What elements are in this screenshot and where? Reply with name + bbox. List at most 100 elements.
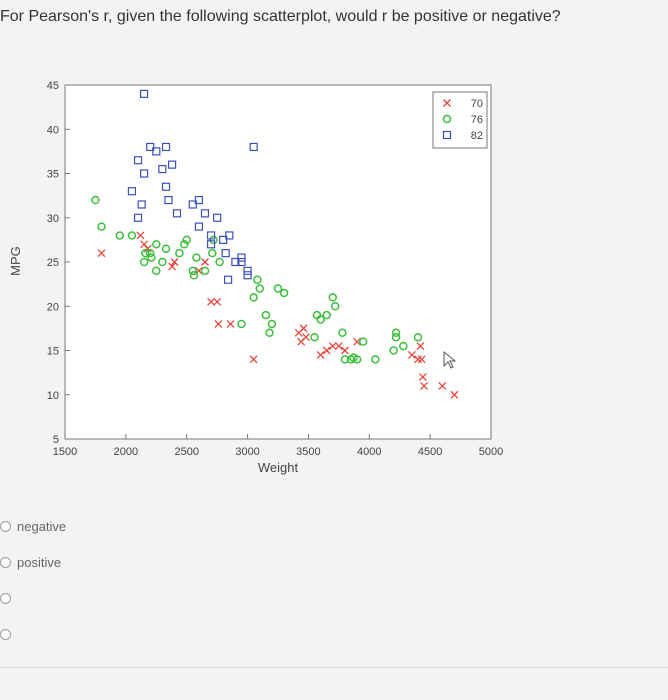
- data-point-76: [180, 240, 189, 249]
- data-point-82: [168, 160, 177, 169]
- data-point-76: [391, 328, 401, 338]
- data-point-76: [389, 346, 398, 355]
- data-point-76: [182, 235, 191, 245]
- data-point-82: [194, 195, 203, 205]
- data-point-82: [237, 253, 246, 262]
- data-point-76: [175, 248, 184, 258]
- y-axis-label: MPG: [8, 246, 23, 276]
- data-point-76: [261, 310, 271, 320]
- data-point-82: [221, 249, 230, 258]
- data-point-82: [140, 169, 149, 178]
- data-point-82: [225, 231, 234, 240]
- data-point-82: [219, 235, 228, 244]
- radio-button-icon[interactable]: [0, 628, 11, 640]
- data-point-70: [143, 244, 152, 253]
- plot-area: [64, 84, 492, 440]
- data-point-70: [136, 231, 145, 240]
- data-point-76: [147, 253, 156, 262]
- data-point-76: [338, 328, 347, 338]
- answer-option-positive[interactable]: positive: [0, 551, 61, 573]
- x-tick-label: 2500: [174, 446, 198, 458]
- data-point-76: [145, 248, 155, 258]
- data-point-76: [97, 222, 106, 231]
- data-point-82: [127, 187, 137, 196]
- legend-marker-76: [442, 114, 452, 124]
- data-point-70: [170, 258, 179, 266]
- radio-button-icon[interactable]: [0, 556, 11, 568]
- data-point-70: [322, 346, 331, 355]
- y-tick-label: 45: [47, 80, 59, 92]
- data-point-70: [201, 258, 209, 266]
- data-point-70: [168, 262, 177, 271]
- data-point-76: [267, 319, 277, 329]
- data-point-82: [200, 209, 210, 218]
- data-point-70: [97, 249, 106, 258]
- data-point-70: [207, 297, 216, 306]
- data-point-76: [158, 257, 167, 267]
- data-point-82: [243, 271, 252, 280]
- data-point-76: [152, 266, 161, 276]
- answer-option-3[interactable]: [0, 587, 17, 609]
- y-tick-label: 40: [47, 124, 59, 136]
- data-point-76: [399, 341, 408, 351]
- data-point-82: [152, 147, 161, 156]
- data-point-82: [161, 182, 171, 191]
- data-point-76: [141, 248, 150, 258]
- data-point-70: [340, 346, 349, 355]
- data-point-70: [316, 350, 325, 359]
- data-point-76: [255, 284, 264, 293]
- data-point-82: [172, 209, 182, 218]
- data-point-70: [214, 319, 223, 328]
- data-point-76: [253, 275, 262, 284]
- y-tick-label: 25: [47, 257, 59, 269]
- mouse-cursor-icon: [443, 350, 457, 369]
- scatterplot-chart: 1500 2000 2500 3000 3500 4000 4500 5000 5 10 15 20 2…: [0, 68, 668, 488]
- data-point-76: [127, 231, 137, 240]
- data-point-82: [133, 213, 143, 222]
- data-point-70: [249, 355, 258, 364]
- data-point-70: [302, 333, 310, 342]
- x-tick-label: 2000: [114, 446, 138, 458]
- data-point-76: [265, 328, 274, 338]
- data-point-82: [206, 231, 216, 240]
- data-point-76: [322, 310, 331, 320]
- x-tick-label: 3000: [235, 446, 259, 458]
- data-point-76: [215, 257, 224, 267]
- data-point-82: [213, 213, 222, 222]
- legend-marker-82: [442, 130, 452, 140]
- y-tick-label: 20: [47, 301, 59, 313]
- x-tick-label: 1500: [53, 446, 77, 458]
- answer-label: negative: [17, 518, 67, 534]
- data-point-76: [208, 248, 217, 258]
- answer-option-4[interactable]: [0, 623, 17, 645]
- data-point-76: [328, 293, 338, 302]
- data-point-82: [231, 257, 240, 267]
- data-point-70: [417, 355, 426, 364]
- legend-marker-70: [443, 99, 451, 107]
- data-point-76: [200, 266, 210, 276]
- y-tick-label: 10: [47, 390, 59, 402]
- answer-option-negative[interactable]: negative: [0, 515, 66, 537]
- data-point-70: [450, 390, 459, 399]
- data-point-76: [273, 284, 283, 293]
- data-point-82: [194, 222, 203, 231]
- data-point-76: [152, 240, 161, 249]
- x-tick-label: 5000: [479, 446, 503, 458]
- legend-label: 70: [471, 98, 483, 110]
- data-point-82: [188, 200, 197, 209]
- data-point-76: [209, 235, 218, 245]
- radio-button-icon[interactable]: [0, 592, 11, 604]
- data-point-82: [146, 142, 155, 152]
- data-point-82: [140, 89, 149, 98]
- data-point-76: [189, 271, 199, 280]
- question-text: For Pearson's r, given the following sca…: [0, 8, 561, 25]
- data-point-76: [115, 231, 125, 240]
- data-point-70: [438, 381, 447, 390]
- divider: [0, 667, 668, 668]
- data-point-70: [353, 337, 362, 346]
- data-point-76: [161, 244, 171, 253]
- data-point-82: [137, 200, 146, 209]
- radio-button-icon[interactable]: [0, 520, 11, 532]
- data-point-82: [158, 164, 167, 174]
- data-point-76: [371, 355, 380, 364]
